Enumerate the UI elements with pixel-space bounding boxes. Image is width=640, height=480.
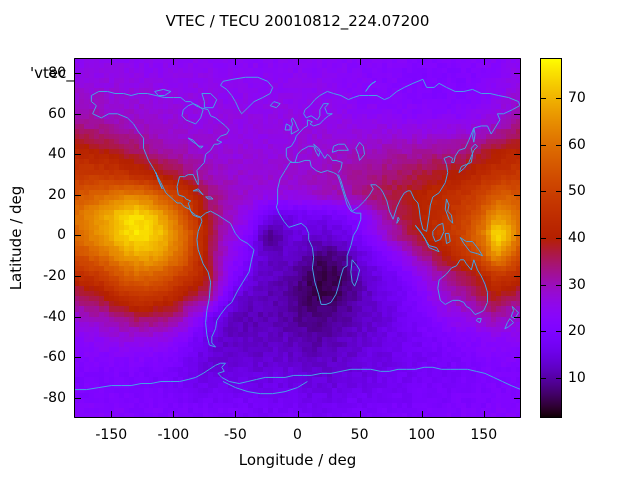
y-axis-label: Latitude / deg <box>7 185 25 291</box>
x-tick-label: 150 <box>470 427 498 443</box>
y-tick-label: 60 <box>48 105 66 122</box>
x-tick-label: 50 <box>350 427 369 443</box>
x-tick-label: 100 <box>408 427 436 443</box>
colorbar-tick-label: 20 <box>568 323 586 340</box>
y-tick-label: -80 <box>43 389 66 406</box>
x-axis-label: Longitude / deg <box>238 451 357 469</box>
y-tick-label: -40 <box>43 308 66 325</box>
chart-title: VTEC / TECU 20010812_224.07200 <box>165 12 430 30</box>
x-tick-label: -150 <box>95 427 128 443</box>
y-tick-label: 0 <box>57 227 66 244</box>
colorbar-tick-label: 50 <box>568 183 586 200</box>
key-label: 'vtec_ <box>30 64 74 82</box>
x-tick-label: 0 <box>293 427 302 443</box>
colorbar-tick-label: 10 <box>568 369 586 386</box>
colorbar-canvas <box>540 58 562 418</box>
y-tick-label: -20 <box>43 268 66 285</box>
y-tick-label: 20 <box>48 186 66 203</box>
y-tick-label: 40 <box>48 146 66 163</box>
colorbar-tick-label: 30 <box>568 276 586 293</box>
colorbar-tick-label: 40 <box>568 230 586 246</box>
colorbar-tick-label: 60 <box>568 136 586 153</box>
x-tick-label: -50 <box>223 427 247 443</box>
colorbar-tick-label: 70 <box>568 90 586 107</box>
y-tick-label: 80 <box>48 65 66 82</box>
y-tick-label: -60 <box>43 349 66 366</box>
tec-heatmap-canvas <box>74 58 521 418</box>
x-tick-label: -100 <box>157 427 190 443</box>
